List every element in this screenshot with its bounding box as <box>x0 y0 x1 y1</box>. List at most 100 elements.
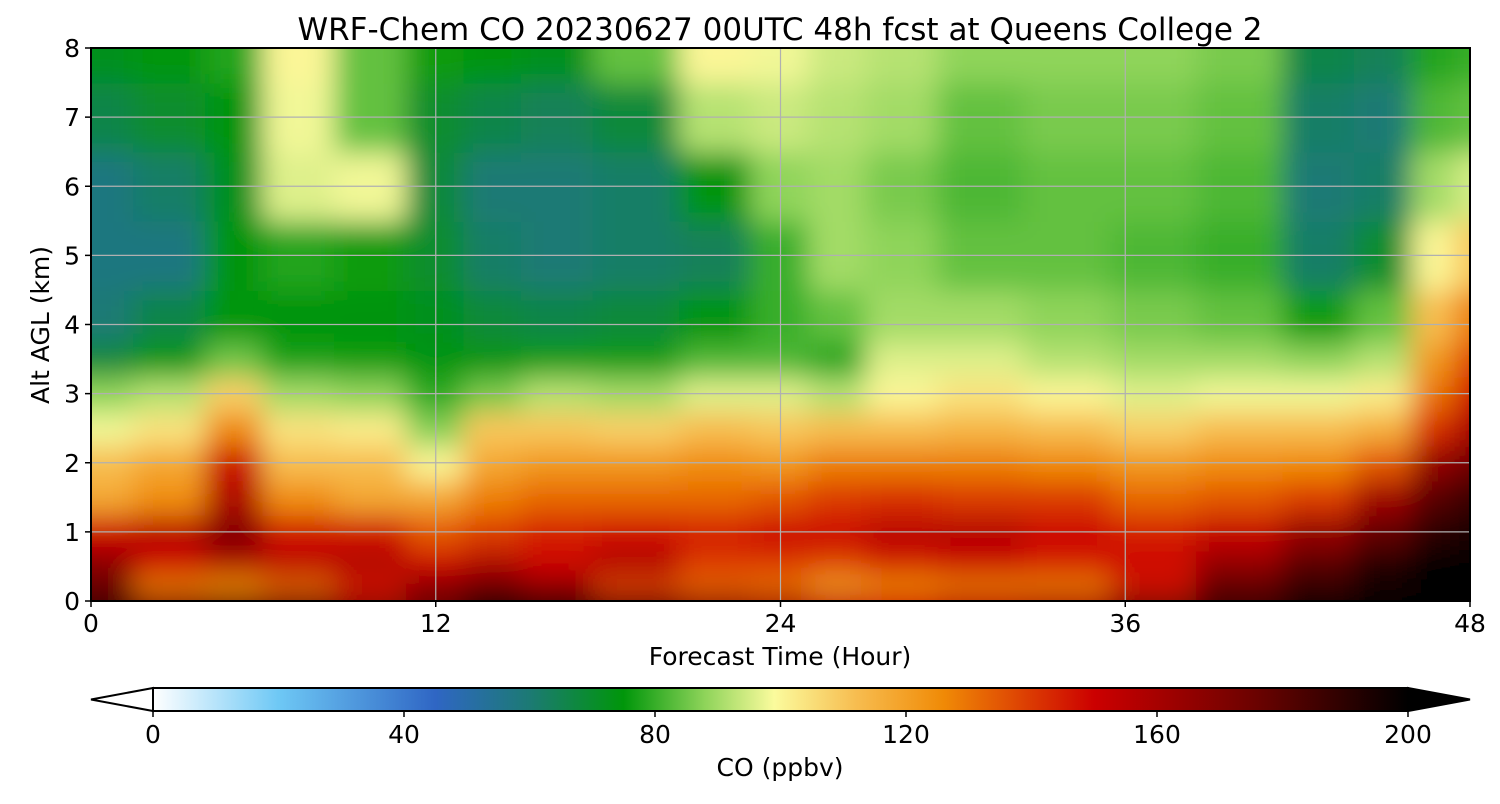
y-tick-label: 1 <box>64 518 80 547</box>
field-cell <box>204 548 265 577</box>
field-cell <box>592 591 681 601</box>
field-cell <box>204 48 265 84</box>
field-cell <box>1023 409 1112 447</box>
y-tick-label: 4 <box>64 311 80 340</box>
field-cell <box>463 479 523 516</box>
field-cell <box>1411 48 1457 84</box>
field-cell <box>334 479 409 516</box>
field-cell <box>1411 288 1457 343</box>
field-cell <box>678 591 753 601</box>
field-cell <box>1454 48 1470 84</box>
field-cell <box>91 409 136 447</box>
field-cell <box>262 574 337 594</box>
field-cell <box>808 48 868 84</box>
field-cell <box>133 340 207 378</box>
field-cell <box>1454 548 1470 577</box>
field-cell <box>592 340 681 378</box>
field-cell <box>937 591 1026 601</box>
field-cell <box>1282 548 1357 577</box>
field-cell <box>592 479 681 516</box>
y-tick-label: 8 <box>64 34 80 63</box>
field-cell <box>1454 574 1470 594</box>
colorbar-tick-label: 40 <box>388 720 420 749</box>
field-cell <box>1454 479 1470 516</box>
colorbar-label: CO (ppbv) <box>717 753 844 782</box>
field-cell <box>1454 591 1470 601</box>
field-cell <box>1454 288 1470 343</box>
field-cell <box>1454 340 1470 378</box>
field-cell <box>1196 591 1285 601</box>
field-cell <box>1411 340 1457 378</box>
field-cell <box>865 409 940 447</box>
field-cell <box>1196 548 1285 577</box>
field-cell <box>520 409 595 447</box>
field-cell <box>865 591 940 601</box>
x-axis-label: Forecast Time (Hour) <box>649 642 912 671</box>
field-cell <box>1411 548 1457 577</box>
field-cell <box>592 574 681 594</box>
colorbar-extend-high <box>1407 686 1471 713</box>
colorbar-ticks: 0 40 80 120 160 200 <box>145 711 1432 749</box>
field-cell <box>262 591 337 601</box>
field-cell <box>204 591 265 601</box>
field-cell <box>1411 591 1457 601</box>
field-cell <box>1023 48 1112 84</box>
colorbar-tick-label: 120 <box>882 720 930 749</box>
field-cell <box>204 479 265 516</box>
field-cell <box>1109 340 1199 378</box>
field-cell <box>1282 48 1357 84</box>
field-cell <box>1454 409 1470 447</box>
field-cell <box>678 548 753 577</box>
field-cell <box>1354 548 1414 577</box>
field-cell <box>262 340 337 378</box>
colorbar-tick-label: 200 <box>1384 720 1432 749</box>
x-tick-label: 24 <box>765 609 797 638</box>
colorbar-tick-label: 0 <box>145 720 161 749</box>
field-cell <box>865 340 940 378</box>
field-cell <box>1282 591 1357 601</box>
x-tick-label: 12 <box>420 609 452 638</box>
field-cell <box>262 479 337 516</box>
field-cell <box>262 409 337 447</box>
field-cell <box>1109 48 1199 84</box>
field-cell <box>1023 340 1112 378</box>
field-cell <box>937 48 1026 84</box>
field-cell <box>1023 574 1112 594</box>
field-cell <box>1354 288 1414 343</box>
field-cell <box>91 548 136 577</box>
field-cell <box>1109 591 1199 601</box>
field-cell <box>1411 409 1457 447</box>
field-cell <box>262 288 337 343</box>
field-cell <box>463 409 523 447</box>
field-cell <box>592 409 681 447</box>
field-cell <box>520 574 595 594</box>
field-cell <box>937 479 1026 516</box>
field-cell <box>592 48 681 84</box>
field-cell <box>678 340 753 378</box>
y-axis-label: Alt AGL (km) <box>26 246 55 404</box>
field-cell <box>937 288 1026 343</box>
colorbar: 0 40 80 120 160 200 CO (ppbv) <box>90 686 1471 782</box>
field-cell <box>865 548 940 577</box>
field-cell <box>1196 288 1285 343</box>
field-cell <box>808 574 868 594</box>
field-cell <box>91 574 136 594</box>
field-cell <box>678 48 753 84</box>
x-tick-label: 0 <box>83 609 99 638</box>
field-cell <box>91 340 136 378</box>
field-cell <box>91 48 136 84</box>
field-cell <box>204 574 265 594</box>
field-cell <box>133 479 207 516</box>
x-axis: 0 12 24 36 48 <box>83 601 1486 638</box>
field-cell <box>937 548 1026 577</box>
field-cell <box>1109 548 1199 577</box>
field-cell <box>463 340 523 378</box>
field-cell <box>133 591 207 601</box>
field-cell <box>1109 574 1199 594</box>
field-cell <box>1282 479 1357 516</box>
field-cell <box>520 288 595 343</box>
field-cell <box>1109 409 1199 447</box>
colorbar-gradient <box>153 688 1408 711</box>
field-cell <box>1196 479 1285 516</box>
